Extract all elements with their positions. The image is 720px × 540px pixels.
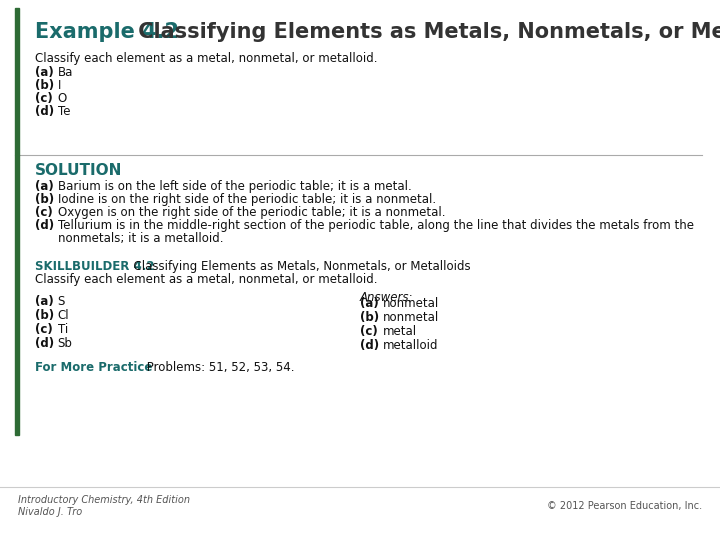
Text: (c): (c): [35, 92, 53, 105]
Text: Classify each element as a metal, nonmetal, or metalloid.: Classify each element as a metal, nonmet…: [35, 273, 377, 286]
Text: (a): (a): [360, 297, 379, 310]
Text: (a): (a): [35, 180, 53, 193]
Text: Sb: Sb: [58, 337, 73, 350]
Text: Oxygen is on the right side of the periodic table; it is a nonmetal.: Oxygen is on the right side of the perio…: [58, 206, 445, 219]
Bar: [15, 8, 19, 155]
Text: (a): (a): [35, 66, 53, 79]
Text: Barium is on the left side of the periodic table; it is a metal.: Barium is on the left side of the period…: [58, 180, 411, 193]
Text: (c): (c): [35, 323, 53, 336]
Text: O: O: [58, 92, 67, 105]
Text: (d): (d): [35, 219, 54, 232]
Text: I: I: [58, 79, 61, 92]
Text: (b): (b): [35, 193, 54, 206]
Text: nonmetals; it is a metalloid.: nonmetals; it is a metalloid.: [58, 232, 223, 245]
Text: Te: Te: [58, 105, 70, 118]
Text: For More Practice: For More Practice: [35, 361, 152, 374]
Text: (d): (d): [35, 105, 54, 118]
Text: (b): (b): [360, 311, 379, 324]
Text: Iodine is on the right side of the periodic table; it is a nonmetal.: Iodine is on the right side of the perio…: [58, 193, 436, 206]
Text: metal: metal: [383, 325, 417, 338]
Text: (c): (c): [35, 206, 53, 219]
Text: (b): (b): [35, 79, 54, 92]
Text: Ba: Ba: [58, 66, 73, 79]
Text: metalloid: metalloid: [383, 339, 438, 352]
Text: (a): (a): [35, 295, 53, 308]
Text: Tellurium is in the middle-right section of the periodic table, along the line t: Tellurium is in the middle-right section…: [58, 219, 693, 232]
Text: Introductory Chemistry, 4th Edition: Introductory Chemistry, 4th Edition: [18, 495, 190, 505]
Text: (d): (d): [35, 337, 54, 350]
Text: SOLUTION: SOLUTION: [35, 163, 122, 178]
Text: Classifying Elements as Metals, Nonmetals, or Metalloids: Classifying Elements as Metals, Nonmetal…: [130, 22, 720, 42]
Text: Ti: Ti: [58, 323, 68, 336]
Text: (c): (c): [360, 325, 378, 338]
Text: Problems: 51, 52, 53, 54.: Problems: 51, 52, 53, 54.: [143, 361, 294, 374]
Text: © 2012 Pearson Education, Inc.: © 2012 Pearson Education, Inc.: [547, 501, 702, 511]
Text: Example 4.2: Example 4.2: [35, 22, 179, 42]
Text: nonmetal: nonmetal: [383, 311, 439, 324]
Text: nonmetal: nonmetal: [383, 297, 439, 310]
Text: Answers:: Answers:: [360, 291, 413, 304]
Text: (b): (b): [35, 309, 54, 322]
Text: Nivaldo J. Tro: Nivaldo J. Tro: [18, 507, 82, 517]
Text: Classify each element as a metal, nonmetal, or metalloid.: Classify each element as a metal, nonmet…: [35, 52, 377, 65]
Text: (d): (d): [360, 339, 379, 352]
Bar: [15, 155, 19, 435]
Text: Cl: Cl: [58, 309, 69, 322]
Text: SKILLBUILDER 4.2: SKILLBUILDER 4.2: [35, 260, 154, 273]
Text: Classifying Elements as Metals, Nonmetals, or Metalloids: Classifying Elements as Metals, Nonmetal…: [125, 260, 470, 273]
Text: S: S: [58, 295, 65, 308]
